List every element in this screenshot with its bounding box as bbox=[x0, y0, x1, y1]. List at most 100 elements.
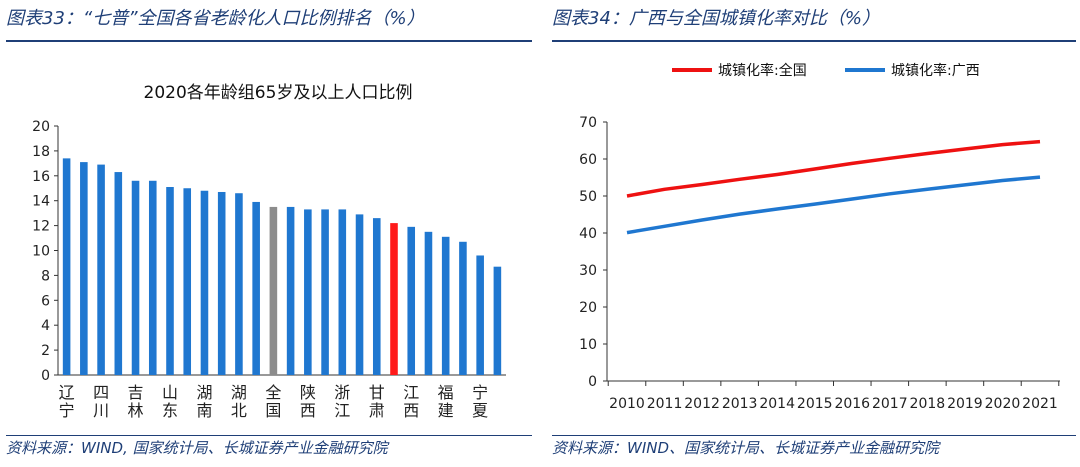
bar-x-tick-label: 陕 bbox=[300, 383, 316, 402]
line-y-tick-label: 70 bbox=[579, 115, 597, 131]
line-x-tick-label: 2012 bbox=[684, 396, 720, 412]
left-source-rule bbox=[6, 435, 532, 436]
bar-x-tick-label: 宁 bbox=[59, 401, 75, 420]
bar-y-tick-label: 10 bbox=[32, 244, 50, 260]
bar-y-tick-label: 20 bbox=[32, 119, 50, 135]
legend-label: 城镇化率:全国 bbox=[718, 62, 807, 79]
line-x-tick-label: 2018 bbox=[910, 396, 946, 412]
bar-x-tick-label: 林 bbox=[128, 401, 144, 420]
bar bbox=[200, 190, 209, 375]
line-y-tick-label: 20 bbox=[579, 300, 597, 316]
line-x-tick-label: 2013 bbox=[722, 396, 758, 412]
bar-x-tick-label: 江 bbox=[403, 383, 419, 402]
bar-x-tick-label: 山 bbox=[162, 383, 178, 402]
bar-x-tick-label: 肃 bbox=[369, 401, 385, 420]
left-panel-title: 图表33：“七普”全国各省老龄化人口比例排名（%） bbox=[6, 8, 425, 29]
bar-x-tick-label: 全 bbox=[265, 383, 281, 402]
bar-x-tick-label: 甘 bbox=[369, 383, 385, 402]
bar-y-tick-label: 14 bbox=[32, 194, 50, 210]
bar-series bbox=[62, 158, 502, 375]
bar bbox=[441, 236, 450, 375]
left-header-rule bbox=[6, 40, 532, 42]
bar-y-tick-label: 6 bbox=[41, 293, 50, 309]
bar-x-tick-label: 西 bbox=[300, 401, 316, 420]
bar bbox=[304, 209, 312, 375]
bar-y-tick-label: 12 bbox=[32, 219, 50, 235]
bar bbox=[372, 218, 381, 375]
bar bbox=[286, 206, 295, 375]
bar bbox=[355, 214, 364, 375]
bar-x-tick-label: 湖 bbox=[196, 383, 212, 402]
bar-y-tick-label: 2 bbox=[41, 343, 50, 359]
bar-x-tick-label: 江 bbox=[334, 401, 350, 420]
bar bbox=[269, 206, 278, 375]
bar bbox=[166, 187, 174, 375]
bar-x-tick-label: 西 bbox=[403, 401, 419, 420]
bar-y-tick-label: 8 bbox=[41, 268, 50, 284]
bar-y-tick-label: 16 bbox=[32, 169, 50, 185]
bar bbox=[407, 226, 416, 375]
line-x-tick-label: 2020 bbox=[985, 396, 1021, 412]
right-header-rule bbox=[552, 40, 1076, 42]
bar-x-tick-label: 吉 bbox=[128, 383, 144, 402]
line-y-tick-label: 40 bbox=[579, 226, 597, 242]
line-x-tick-label: 2011 bbox=[647, 396, 683, 412]
bar bbox=[252, 201, 260, 375]
bar-x-tick-label: 夏 bbox=[472, 401, 488, 420]
bar-y-tick-label: 18 bbox=[32, 144, 50, 160]
line-legend: 城镇化率:全国 城镇化率:广西 bbox=[672, 62, 980, 79]
line-series-guangxi bbox=[626, 175, 1041, 235]
bar bbox=[321, 209, 329, 375]
bar-chart-title: 2020各年龄组65岁及以上人口比例 bbox=[144, 83, 413, 103]
line-x-axis: 2010 2011 2012 2013 2014 2015 2016 2017 2018 2019… bbox=[607, 380, 1060, 412]
line-y-axis: 0 10 20 30 40 50 60 70 bbox=[579, 115, 608, 390]
line-x-tick-label: 2010 bbox=[609, 396, 645, 412]
right-panel-title: 图表34：广西与全国城镇化率对比（%） bbox=[552, 8, 881, 29]
bar bbox=[235, 193, 243, 375]
bar bbox=[97, 164, 105, 375]
bar bbox=[338, 209, 347, 375]
bar-x-tick-label: 浙 bbox=[334, 383, 350, 402]
left-source-note: 资料来源：WIND, 国家统计局、长城证券产业金融研究院 bbox=[6, 439, 388, 457]
bar bbox=[114, 172, 123, 375]
line-y-tick-label: 0 bbox=[588, 374, 597, 390]
line-x-tick-label: 2017 bbox=[872, 396, 908, 412]
line-x-tick-label: 2014 bbox=[759, 396, 795, 412]
right-source-rule bbox=[552, 435, 1076, 436]
bar-x-tick-label: 东 bbox=[162, 401, 178, 420]
right-source-note: 资料来源：WIND、国家统计局、长城证券产业金融研究院 bbox=[552, 439, 940, 457]
bar-x-tick-label: 福 bbox=[438, 383, 454, 402]
bar bbox=[183, 188, 192, 375]
bar-x-tick-label: 四 bbox=[93, 383, 109, 402]
bar-x-tick-label: 川 bbox=[93, 401, 109, 420]
bar-x-tick-label: 辽 bbox=[59, 383, 75, 402]
bar-x-tick-label: 北 bbox=[231, 401, 247, 420]
bar bbox=[390, 223, 398, 375]
bar-y-axis: 0 2 4 6 8 10 12 14 16 18 20 bbox=[32, 119, 506, 384]
line-x-tick-label: 2016 bbox=[834, 396, 870, 412]
legend-label: 城镇化率:广西 bbox=[891, 62, 980, 79]
bar-x-tick-label: 国 bbox=[265, 401, 281, 420]
line-series-national bbox=[626, 139, 1041, 198]
bar bbox=[424, 231, 433, 375]
bar-x-tick-label: 南 bbox=[196, 401, 212, 420]
bar bbox=[476, 255, 484, 375]
bar-x-tick-label: 宁 bbox=[472, 383, 488, 402]
bar-y-tick-label: 0 bbox=[41, 368, 50, 384]
bar bbox=[148, 180, 157, 375]
bar bbox=[62, 158, 71, 375]
bar-x-tick-label: 湖 bbox=[231, 383, 247, 402]
bar bbox=[217, 191, 226, 375]
line-series-group bbox=[626, 139, 1041, 235]
bar bbox=[459, 241, 467, 375]
line-y-tick-label: 50 bbox=[579, 189, 597, 205]
bar-x-tick-label: 建 bbox=[438, 401, 454, 420]
line-x-tick-label: 2019 bbox=[947, 396, 983, 412]
bar bbox=[80, 162, 88, 375]
bar bbox=[131, 180, 140, 375]
bar bbox=[493, 266, 502, 375]
line-x-tick-label: 2015 bbox=[797, 396, 833, 412]
